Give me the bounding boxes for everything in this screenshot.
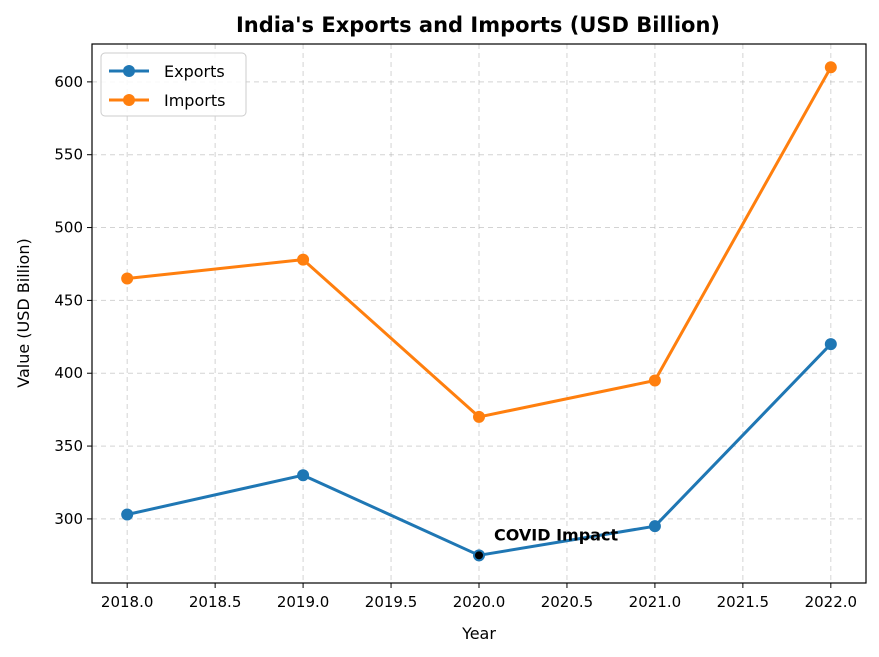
x-tick-label: 2020.5	[541, 593, 594, 611]
data-point-exports[interactable]	[648, 520, 661, 533]
x-tick-label: 2021.5	[717, 593, 770, 611]
annotation-marker	[475, 551, 483, 560]
y-tick-label: 350	[54, 437, 83, 455]
data-point-imports[interactable]	[648, 374, 661, 387]
y-tick-label: 400	[54, 364, 83, 382]
y-axis-label: Value (USD Billion)	[14, 238, 33, 387]
annotation-text: COVID Impact	[494, 525, 618, 544]
data-point-exports[interactable]	[121, 508, 134, 521]
grid	[92, 44, 866, 583]
y-tick-label: 600	[54, 73, 83, 91]
x-tick-label: 2022.0	[805, 593, 858, 611]
chart-title: India's Exports and Imports (USD Billion…	[236, 13, 720, 37]
legend-swatch-marker	[123, 94, 135, 106]
y-tick-label: 550	[54, 146, 83, 164]
plot-frame	[91, 43, 867, 584]
data-point-exports[interactable]	[297, 469, 310, 482]
annotation: COVID Impact	[475, 525, 618, 560]
x-axis-ticks: 2018.0 2018.5 2019.0 2019.5 2020.0 2020.5 2021…	[101, 583, 857, 611]
data-point-imports[interactable]	[824, 61, 837, 74]
y-tick-label: 450	[54, 291, 83, 309]
y-axis-ticks: 300 350 400 450 500 550 600	[54, 73, 92, 528]
data-point-imports[interactable]	[473, 410, 485, 423]
x-tick-label: 2019.0	[277, 593, 330, 611]
x-tick-label: 2018.5	[189, 593, 242, 611]
legend-swatch-marker	[123, 65, 135, 77]
y-tick-label: 300	[54, 510, 83, 528]
x-tick-label: 2019.5	[365, 593, 418, 611]
x-tick-label: 2018.0	[101, 593, 154, 611]
legend-label-exports[interactable]: Exports	[164, 62, 225, 81]
y-tick-label: 500	[54, 219, 83, 237]
x-tick-label: 2020.0	[453, 593, 506, 611]
data-point-imports[interactable]	[121, 272, 134, 285]
x-tick-label: 2021.0	[629, 593, 682, 611]
data-point-exports[interactable]	[824, 338, 837, 351]
data-point-imports[interactable]	[297, 253, 310, 266]
x-axis-label: Year	[461, 624, 496, 643]
legend[interactable]: Exports Imports	[100, 52, 247, 117]
legend-label-imports[interactable]: Imports	[164, 91, 225, 110]
